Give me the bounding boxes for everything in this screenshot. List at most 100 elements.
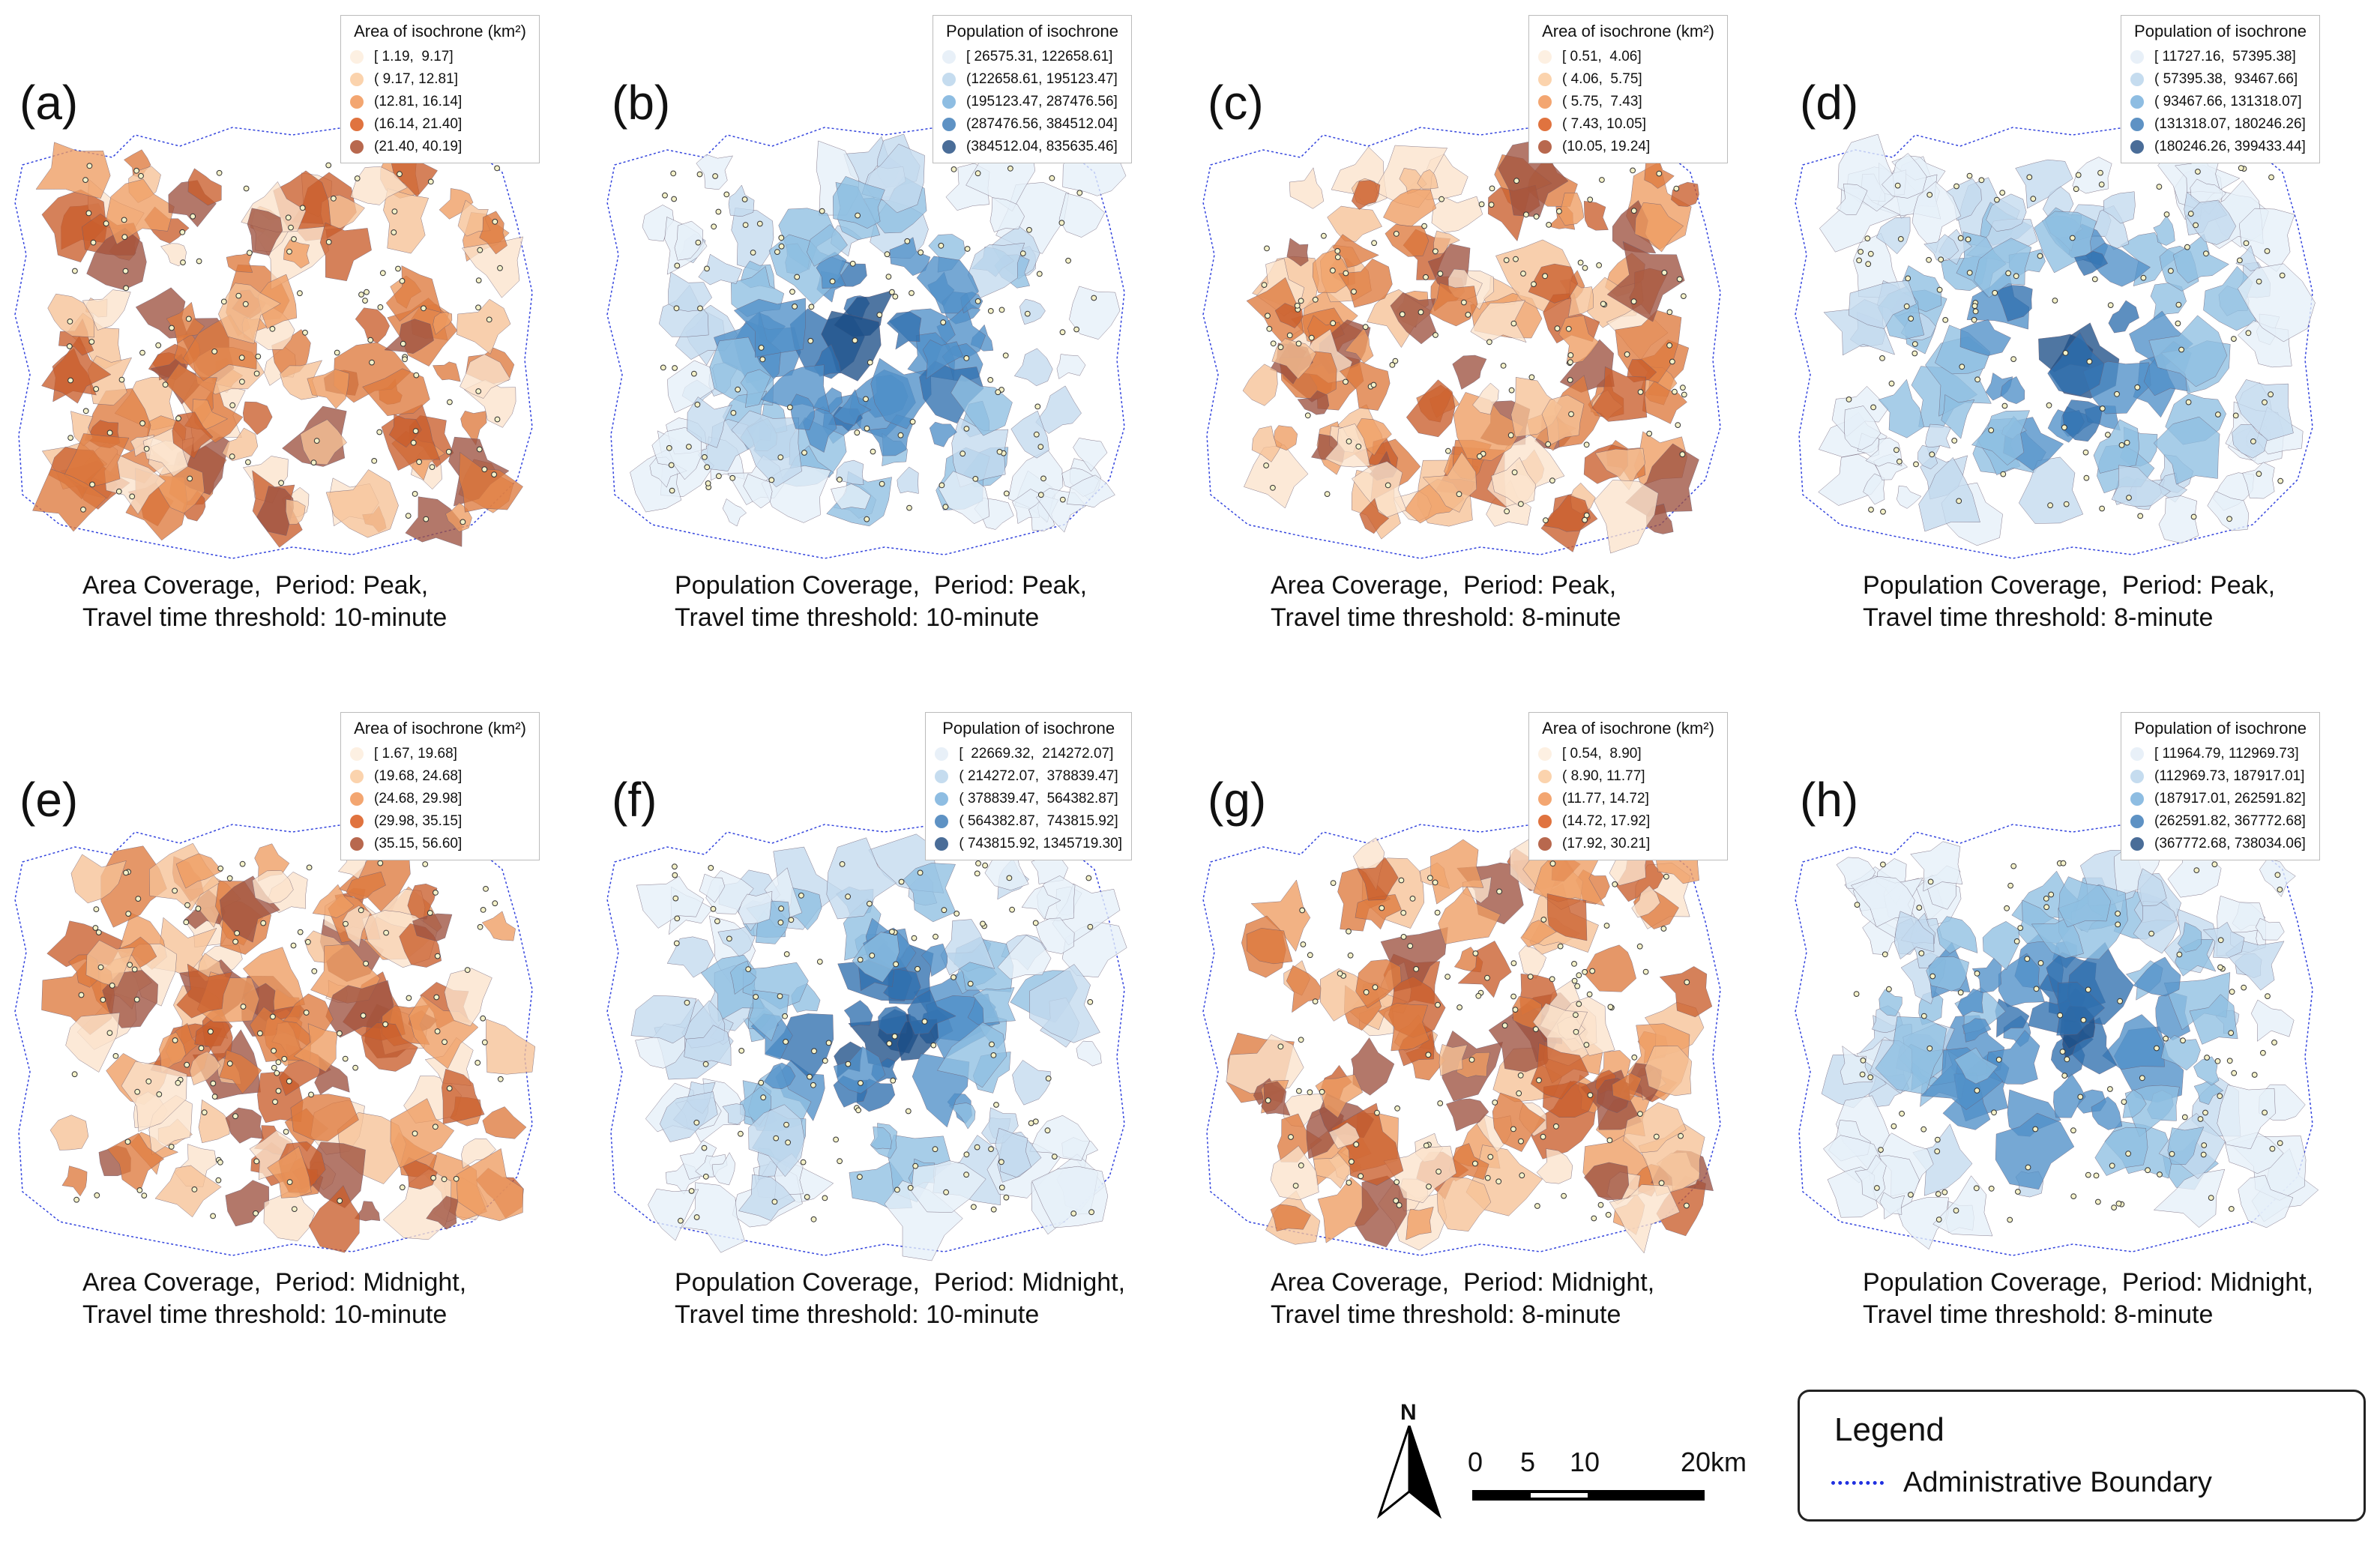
station-marker bbox=[1605, 1211, 1612, 1218]
station-marker bbox=[1533, 214, 1540, 220]
station-marker bbox=[1009, 906, 1015, 913]
station-marker bbox=[2061, 1073, 2068, 1079]
station-marker bbox=[771, 1198, 778, 1205]
isochrone-polygon bbox=[1986, 193, 2027, 232]
class-range-label: [ 11964.79, 112969.73] bbox=[2154, 746, 2299, 762]
isochrone-polygon bbox=[2058, 876, 2112, 928]
station-marker bbox=[758, 345, 765, 351]
station-marker bbox=[1518, 501, 1524, 507]
station-marker bbox=[433, 890, 439, 896]
station-marker bbox=[1536, 1077, 1542, 1084]
station-marker bbox=[792, 304, 798, 310]
isochrone-polygon bbox=[1982, 921, 2019, 971]
station-marker bbox=[1533, 1026, 1539, 1033]
isochrone-polygon bbox=[350, 166, 408, 205]
station-marker bbox=[1860, 1057, 1867, 1064]
station-marker bbox=[996, 448, 1003, 455]
isochrone-polygon bbox=[70, 854, 127, 904]
isochrone-polygon bbox=[921, 943, 948, 977]
isochrone-polygon bbox=[86, 227, 147, 290]
station-marker bbox=[1543, 517, 1549, 524]
isochrone-polygon bbox=[1328, 1122, 1361, 1149]
isochrone-polygon bbox=[1385, 223, 1429, 257]
station-marker bbox=[239, 860, 246, 867]
caption-line-2: Travel time threshold: 8-minute bbox=[1271, 1300, 1621, 1329]
station-marker bbox=[1905, 275, 1911, 282]
station-marker bbox=[1554, 325, 1561, 332]
station-marker bbox=[800, 1159, 807, 1165]
class-legend-row: (180246.26, 399433.44] bbox=[2130, 136, 2310, 158]
station-marker bbox=[1484, 974, 1490, 981]
class-range-label: [ 26575.31, 122658.61] bbox=[966, 49, 1113, 64]
station-marker bbox=[773, 1135, 780, 1142]
station-marker bbox=[2268, 391, 2274, 398]
station-marker bbox=[1573, 1012, 1579, 1019]
station-marker bbox=[337, 1030, 343, 1037]
station-marker bbox=[187, 475, 193, 482]
isochrone-polygon bbox=[2232, 423, 2268, 459]
station-marker bbox=[1394, 1105, 1401, 1112]
station-marker bbox=[708, 865, 714, 871]
station-marker bbox=[217, 1159, 223, 1165]
station-marker bbox=[2139, 1075, 2145, 1082]
station-marker bbox=[402, 356, 408, 363]
station-marker bbox=[932, 1146, 939, 1153]
station-marker bbox=[987, 308, 994, 314]
station-marker bbox=[783, 951, 790, 957]
class-swatch-icon bbox=[935, 747, 949, 761]
panel-label: (f) bbox=[612, 773, 657, 827]
station-marker bbox=[2004, 905, 2010, 911]
isochrone-polygon bbox=[1244, 444, 1309, 509]
station-marker bbox=[184, 902, 190, 908]
isochrone-polygon bbox=[2189, 994, 2238, 1045]
station-marker bbox=[133, 996, 140, 1003]
station-marker bbox=[1971, 316, 1977, 323]
station-marker bbox=[1680, 385, 1686, 391]
station-marker bbox=[1864, 235, 1871, 242]
station-marker bbox=[82, 408, 89, 414]
isochrone-polygon bbox=[325, 469, 399, 538]
station-marker bbox=[1393, 231, 1400, 237]
caption-line-1: Population Coverage, Period: Peak, bbox=[1863, 571, 2276, 600]
isochrone-polygon bbox=[1844, 405, 1882, 450]
isochrone-polygon bbox=[760, 364, 830, 412]
isochrone-polygon bbox=[460, 410, 487, 446]
station-marker bbox=[2070, 1193, 2077, 1199]
station-marker bbox=[363, 960, 370, 967]
station-marker bbox=[1346, 928, 1352, 935]
isochrone-polygon bbox=[972, 987, 1016, 1024]
isochrone-polygon bbox=[346, 871, 386, 902]
station-marker bbox=[260, 920, 267, 926]
isochrone-polygon bbox=[433, 311, 453, 335]
station-marker bbox=[1398, 877, 1405, 884]
station-marker bbox=[2238, 165, 2244, 172]
station-marker bbox=[788, 917, 795, 923]
station-marker bbox=[2226, 1058, 2233, 1064]
class-legend-row: (131318.07, 180246.26] bbox=[2130, 113, 2310, 136]
panel-caption: Area Coverage, Period: Peak, Travel time … bbox=[82, 570, 447, 634]
station-marker bbox=[342, 1055, 349, 1062]
class-range-label: [ 0.51, 4.06] bbox=[1562, 49, 1642, 64]
isochrone-polygon bbox=[1274, 425, 1298, 451]
panel-label: (c) bbox=[1208, 76, 1264, 130]
class-legend-title: Area of isochrone (km²) bbox=[1542, 22, 1714, 40]
isochrone-polygon bbox=[1338, 259, 1393, 308]
station-marker bbox=[1312, 998, 1319, 1005]
station-marker bbox=[430, 1174, 436, 1181]
station-marker bbox=[2137, 513, 2144, 519]
station-marker bbox=[810, 1216, 817, 1222]
station-marker bbox=[1520, 271, 1526, 277]
station-marker bbox=[257, 1030, 263, 1037]
isochrone-polygon bbox=[2250, 999, 2295, 1042]
isochrone-polygon bbox=[728, 184, 755, 217]
station-marker bbox=[794, 274, 801, 280]
isochrone-polygon bbox=[64, 433, 130, 489]
station-marker bbox=[1513, 178, 1520, 184]
station-marker bbox=[704, 464, 711, 471]
station-marker bbox=[445, 448, 452, 455]
station-marker bbox=[1435, 1001, 1441, 1008]
station-marker bbox=[998, 1184, 1005, 1191]
station-marker bbox=[939, 482, 945, 489]
class-swatch-icon bbox=[1538, 95, 1552, 109]
station-marker bbox=[481, 466, 488, 473]
